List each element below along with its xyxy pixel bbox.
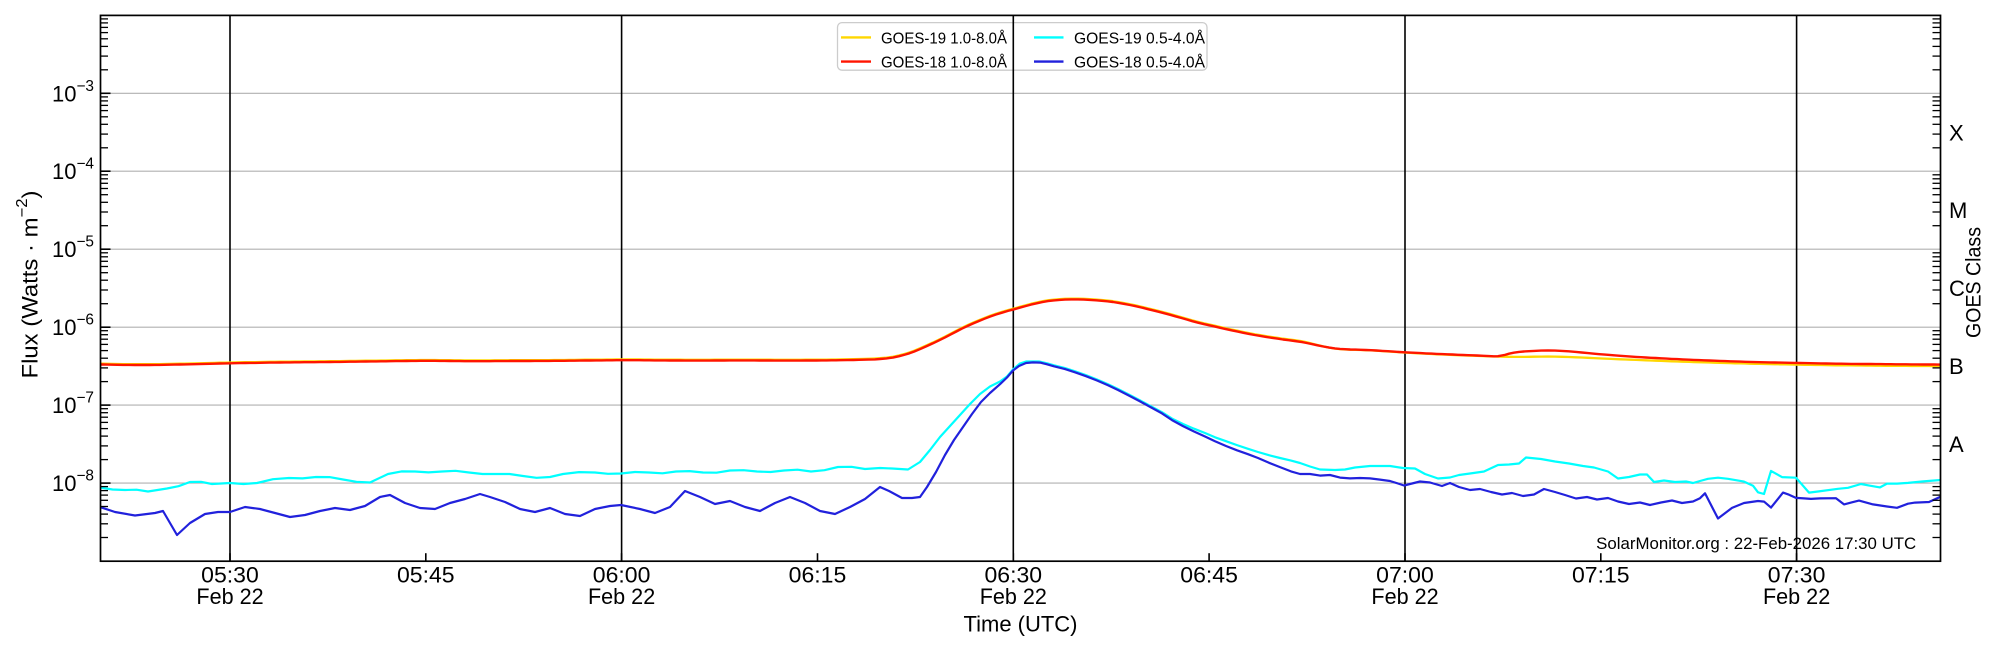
svg-text:A: A — [1949, 432, 1964, 457]
svg-text:GOES-19 1.0-8.0Å: GOES-19 1.0-8.0Å — [881, 28, 1007, 47]
svg-text:SolarMonitor.org : 22-Feb-2026: SolarMonitor.org : 22-Feb-2026 17:30 UTC — [1596, 535, 1916, 553]
svg-text:X: X — [1949, 120, 1964, 145]
svg-text:M: M — [1949, 198, 1967, 223]
svg-text:06:00: 06:00 — [593, 563, 651, 588]
svg-text:C: C — [1949, 276, 1965, 301]
svg-text:Feb 22: Feb 22 — [588, 584, 655, 609]
svg-text:GOES Class: GOES Class — [1963, 227, 1986, 338]
svg-text:GOES-19 0.5-4.0Å: GOES-19 0.5-4.0Å — [1074, 28, 1205, 47]
svg-text:Feb 22: Feb 22 — [1371, 584, 1438, 609]
svg-text:10−8: 10−8 — [52, 468, 94, 497]
svg-text:GOES-18 1.0-8.0Å: GOES-18 1.0-8.0Å — [881, 53, 1007, 72]
svg-text:Feb 22: Feb 22 — [980, 584, 1047, 609]
svg-text:Time (UTC): Time (UTC) — [964, 612, 1078, 637]
svg-text:Flux (Watts · m−2): Flux (Watts · m−2) — [14, 190, 43, 378]
svg-text:06:30: 06:30 — [985, 563, 1043, 588]
svg-text:GOES-18 0.5-4.0Å: GOES-18 0.5-4.0Å — [1074, 53, 1205, 72]
svg-text:B: B — [1949, 354, 1964, 379]
svg-text:Feb 22: Feb 22 — [1763, 584, 1830, 609]
svg-text:06:45: 06:45 — [1180, 563, 1238, 588]
svg-text:06:15: 06:15 — [789, 563, 847, 588]
svg-text:07:15: 07:15 — [1572, 563, 1630, 588]
svg-text:05:30: 05:30 — [201, 563, 259, 588]
svg-text:07:30: 07:30 — [1768, 563, 1826, 588]
svg-text:05:45: 05:45 — [397, 563, 455, 588]
svg-text:Feb 22: Feb 22 — [196, 584, 263, 609]
svg-text:07:00: 07:00 — [1376, 563, 1434, 588]
